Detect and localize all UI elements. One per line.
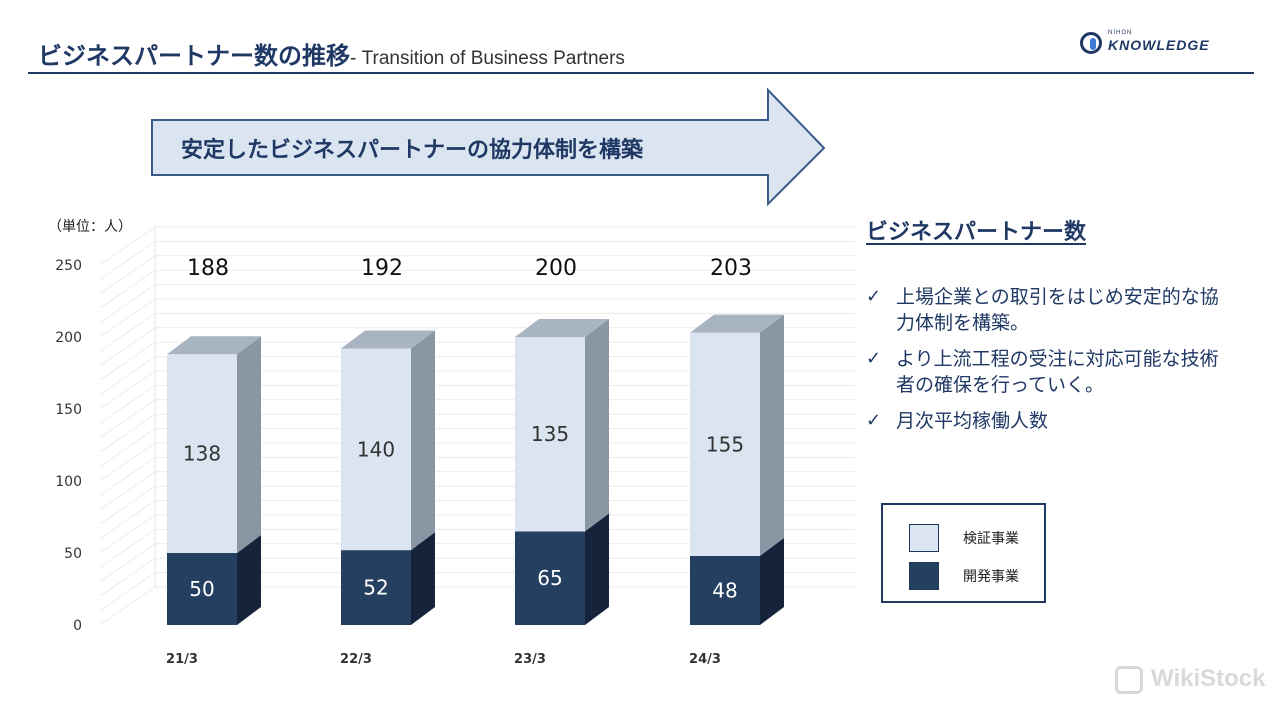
bar-kaihatsu-side [237, 535, 261, 625]
bar-top-face [690, 314, 784, 333]
data-label-kensho: 140 [357, 437, 395, 461]
bar-kaihatsu-side [411, 532, 435, 625]
bullet-item: ✓ より上流工程の受注に対応可能な技術者の確保を行っていく。 [866, 346, 1226, 398]
watermark-logo-icon [1115, 665, 1143, 694]
bar-kensho [515, 337, 585, 532]
bar-kensho [167, 354, 237, 553]
page-title: ビジネスパートナー数の推移- Transition of Business Pa… [38, 36, 625, 71]
x-tick-label: 24/3 [689, 652, 721, 667]
x-tick-label: 21/3 [166, 652, 198, 667]
bullet-text: 月次平均稼働人数 [896, 410, 1049, 432]
watermark: WikiStock [1115, 665, 1265, 694]
title-rule [28, 72, 1254, 74]
check-icon: ✓ [866, 286, 882, 307]
bar-kaihatsu [341, 550, 411, 625]
data-label-total: 188 [187, 256, 229, 281]
data-label-kensho: 138 [183, 442, 221, 466]
bar-kensho-side [760, 314, 784, 556]
bar-kensho-side [585, 319, 609, 532]
bar-kaihatsu-side [760, 537, 784, 625]
x-tick-label: 23/3 [514, 652, 546, 667]
y-tick-label: 200 [55, 330, 82, 346]
y-axis-ticks: 0 50 100 150 200 250 [55, 258, 82, 634]
bar-kaihatsu [690, 555, 760, 625]
bar-kensho [690, 332, 760, 556]
logo-small-text: NIHON [1108, 30, 1133, 36]
bar-kensho [341, 348, 411, 551]
legend-swatch [909, 562, 939, 590]
bar-kaihatsu [515, 531, 585, 625]
data-label-total: 192 [361, 256, 403, 281]
y-tick-label: 50 [64, 546, 82, 562]
unit-label: （単位：人） [48, 219, 132, 235]
bar-top-face [167, 336, 261, 355]
bar-top-face [341, 330, 435, 349]
bullet-text: 上場企業との取引をはじめ安定的な協力体制を構築。 [896, 286, 1219, 334]
check-icon: ✓ [866, 348, 882, 369]
logo-big-text: KNOWLEDGE [1108, 37, 1210, 53]
bar-kensho-side [411, 330, 435, 551]
legend-swatch [909, 524, 939, 552]
data-label-kaihatsu: 52 [363, 576, 388, 600]
x-tick-label: 22/3 [340, 652, 372, 667]
legend-label: 検証事業 [963, 531, 1019, 547]
logo-mark-icon [1080, 32, 1102, 54]
data-label-kensho: 135 [531, 422, 569, 446]
bullet-item: ✓ 月次平均稼働人数 [866, 408, 1226, 434]
legend-item-kaihatsu: 開発事業 [909, 561, 1019, 591]
bar-kaihatsu [167, 553, 237, 625]
bar-top-face [515, 319, 609, 337]
check-icon: ✓ [866, 410, 882, 431]
page-title-en: - Transition of Business Partners [350, 48, 625, 69]
y-tick-label: 0 [73, 618, 82, 634]
chart-legend: 検証事業 開発事業 [881, 503, 1046, 603]
bullet-text: より上流工程の受注に対応可能な技術者の確保を行っていく。 [896, 348, 1219, 396]
chart-grid [99, 226, 855, 626]
bar-kaihatsu-side [585, 513, 609, 625]
bullet-item: ✓ 上場企業との取引をはじめ安定的な協力体制を構築。 [866, 284, 1226, 336]
banner-arrow-shape [151, 87, 826, 207]
bar-kensho-side [237, 336, 261, 553]
y-tick-label: 150 [55, 402, 82, 418]
data-label-total: 203 [710, 256, 752, 281]
legend-label: 開発事業 [963, 569, 1019, 585]
chart-bars: 50 138 188 21/3 52 140 192 22/3 65 135 200 23/3 48 15… [166, 256, 784, 667]
data-label-kaihatsu: 48 [712, 578, 737, 602]
banner-text: 安定したビジネスパートナーの協力体制を構築 [180, 138, 643, 163]
bullet-list: ✓ 上場企業との取引をはじめ安定的な協力体制を構築。 ✓ より上流工程の受注に対… [866, 284, 1226, 444]
legend-item-kensho: 検証事業 [909, 523, 1019, 553]
company-logo: NIHON KNOWLEDGE [1080, 30, 1250, 58]
side-title: ビジネスパートナー数 [866, 220, 1087, 245]
y-tick-label: 100 [55, 474, 82, 490]
data-label-kaihatsu: 65 [537, 566, 562, 590]
data-label-kaihatsu: 50 [189, 577, 214, 601]
y-tick-label: 250 [55, 258, 82, 274]
data-label-kensho: 155 [706, 432, 744, 456]
watermark-text: WikiStock [1151, 665, 1266, 692]
data-label-total: 200 [535, 256, 577, 281]
page-title-jp: ビジネスパートナー数の推移 [38, 42, 350, 70]
